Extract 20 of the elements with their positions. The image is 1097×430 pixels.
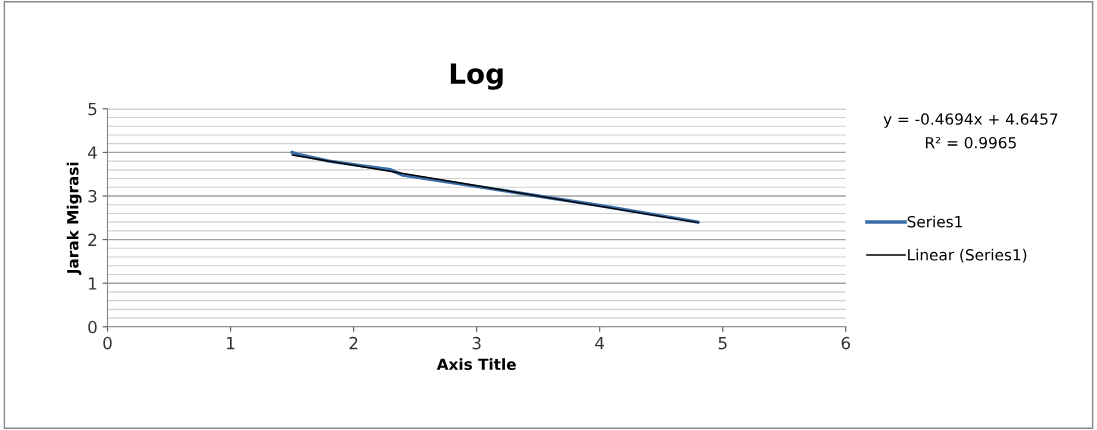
legend-label: Series1 [907,215,962,228]
x-tick-label: 4 [595,337,605,350]
y-tick-label: 1 [89,277,97,290]
text: R² = 0.9965 [925,136,1016,149]
x-tick-label: 0 [103,336,112,350]
legend-label: Linear (Series1) [908,248,1027,263]
x-tick-label: 3 [472,336,481,350]
x-axis-title: Axis Title [436,358,516,371]
y-tick-label: 0 [88,320,97,334]
y-tick-label: 3 [88,189,97,203]
x-tick-label: 5 [718,337,727,350]
x-tick-label: 2 [349,336,358,350]
x-tick-label: 6 [841,336,851,350]
y-tick-label: 4 [87,146,97,159]
y-tick-label: 2 [88,233,97,246]
text: y = -0.4694x + 4.6457 [883,113,1058,128]
chart-title: Log [450,63,503,90]
x-tick-label: 1 [227,337,235,350]
y-tick-label: 5 [88,102,97,116]
y-axis-title: Jarak Migrasi [66,162,82,276]
